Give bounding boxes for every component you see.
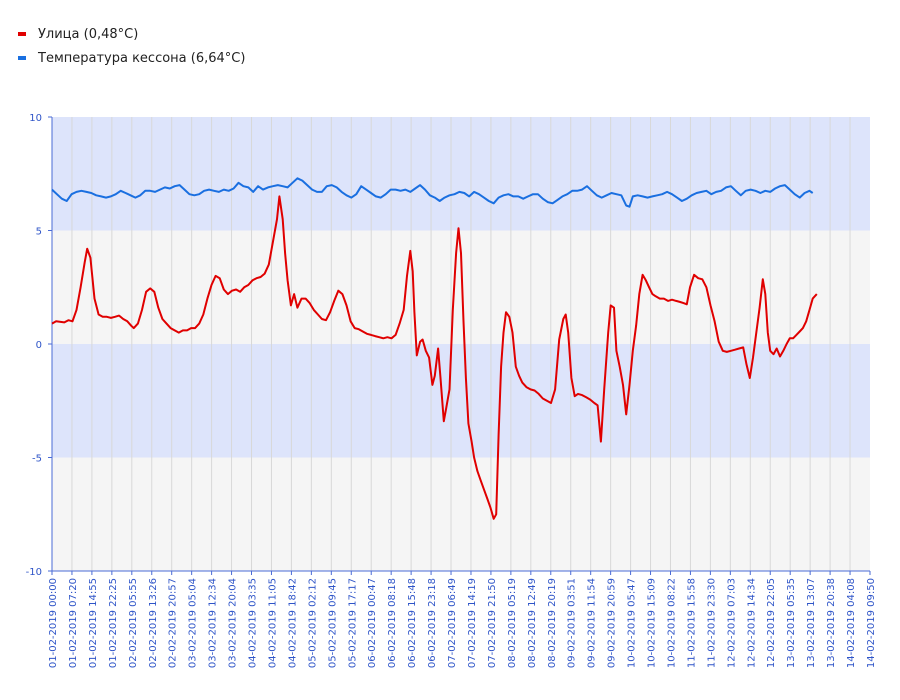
legend-swatch-caisson <box>18 56 26 60</box>
legend-swatch-street <box>18 32 26 36</box>
plot-band-2 <box>52 344 870 458</box>
y-tick-label: 10 <box>29 113 42 124</box>
x-tick-label: 01-02-2019 00:00 <box>48 578 59 668</box>
x-tick-label: 01-02-2019 22:25 <box>108 578 119 668</box>
x-tick-label: 06-02-2019 00:47 <box>367 578 378 668</box>
x-tick-label: 06-02-2019 23:18 <box>427 578 438 668</box>
x-tick-label: 13-02-2019 05:35 <box>786 578 797 668</box>
x-tick-label: 13-02-2019 20:38 <box>826 578 837 668</box>
y-tick-label: 0 <box>36 340 42 351</box>
x-tick-label: 02-02-2019 13:26 <box>148 578 159 668</box>
x-tick-label: 14-02-2019 09:50 <box>866 578 877 668</box>
x-tick-label: 01-02-2019 07:20 <box>68 578 79 668</box>
x-tick-label: 12-02-2019 14:34 <box>746 578 757 668</box>
x-tick-label: 08-02-2019 20:19 <box>547 578 558 668</box>
x-tick-label: 05-02-2019 02:12 <box>307 578 318 668</box>
x-tick-label: 09-02-2019 03:51 <box>567 578 578 668</box>
x-tick-label: 09-02-2019 20:59 <box>607 578 618 668</box>
street-series-line <box>51 195 818 520</box>
x-tick-label: 11-02-2019 23:30 <box>706 578 717 668</box>
x-tick-label: 10-02-2019 05:47 <box>627 578 638 668</box>
legend-label-street: Улица (0,48°C) <box>38 26 139 42</box>
x-tick-label: 12-02-2019 22:05 <box>766 578 777 668</box>
x-tick-label: 06-02-2019 15:48 <box>407 578 418 668</box>
x-tick-label: 09-02-2019 11:54 <box>587 578 598 668</box>
x-tick-label: 08-02-2019 05:19 <box>507 578 518 668</box>
chart-legend: Улица (0,48°C) Температура кессона (6,64… <box>18 22 245 70</box>
legend-item-caisson[interactable]: Температура кессона (6,64°C) <box>18 46 245 70</box>
x-tick-label: 05-02-2019 17:17 <box>347 578 358 668</box>
x-tick-label: 03-02-2019 12:34 <box>208 578 219 668</box>
x-tick-label: 07-02-2019 14:19 <box>467 578 478 668</box>
x-tick-label: 07-02-2019 06:49 <box>447 578 458 668</box>
x-tick-label: 01-02-2019 14:55 <box>88 578 99 668</box>
x-tick-label: 12-02-2019 07:03 <box>726 578 737 668</box>
x-tick-label: 08-02-2019 12:49 <box>527 578 538 668</box>
x-tick-label: 14-02-2019 04:08 <box>846 578 857 668</box>
y-tick-label: -10 <box>26 567 42 578</box>
x-tick-label: 07-02-2019 21:50 <box>487 578 498 668</box>
legend-label-caisson: Температура кессона (6,64°C) <box>38 50 246 66</box>
x-tick-label: 04-02-2019 11:05 <box>267 578 278 668</box>
x-tick-label: 04-02-2019 18:42 <box>287 578 298 668</box>
x-tick-label: 04-02-2019 03:35 <box>248 578 259 668</box>
x-tick-label: 05-02-2019 09:45 <box>327 578 338 668</box>
x-tick-label: 03-02-2019 05:04 <box>188 578 199 668</box>
legend-item-street[interactable]: Улица (0,48°C) <box>18 22 245 46</box>
plot-band-3 <box>52 457 870 571</box>
x-tick-label: 02-02-2019 20:57 <box>168 578 179 668</box>
x-tick-label: 02-02-2019 05:55 <box>128 578 139 668</box>
x-tick-label: 03-02-2019 20:04 <box>228 578 239 668</box>
x-tick-label: 10-02-2019 08:22 <box>666 578 677 668</box>
x-tick-label: 13-02-2019 13:07 <box>806 578 817 668</box>
y-tick-label: -5 <box>32 454 42 465</box>
x-tick-label: 10-02-2019 15:09 <box>647 578 658 668</box>
caisson-series-line <box>51 177 814 208</box>
plot-band-0 <box>52 117 870 231</box>
x-tick-label: 06-02-2019 08:18 <box>387 578 398 668</box>
x-tick-label: 11-02-2019 15:58 <box>686 578 697 668</box>
y-tick-label: 5 <box>36 227 42 238</box>
